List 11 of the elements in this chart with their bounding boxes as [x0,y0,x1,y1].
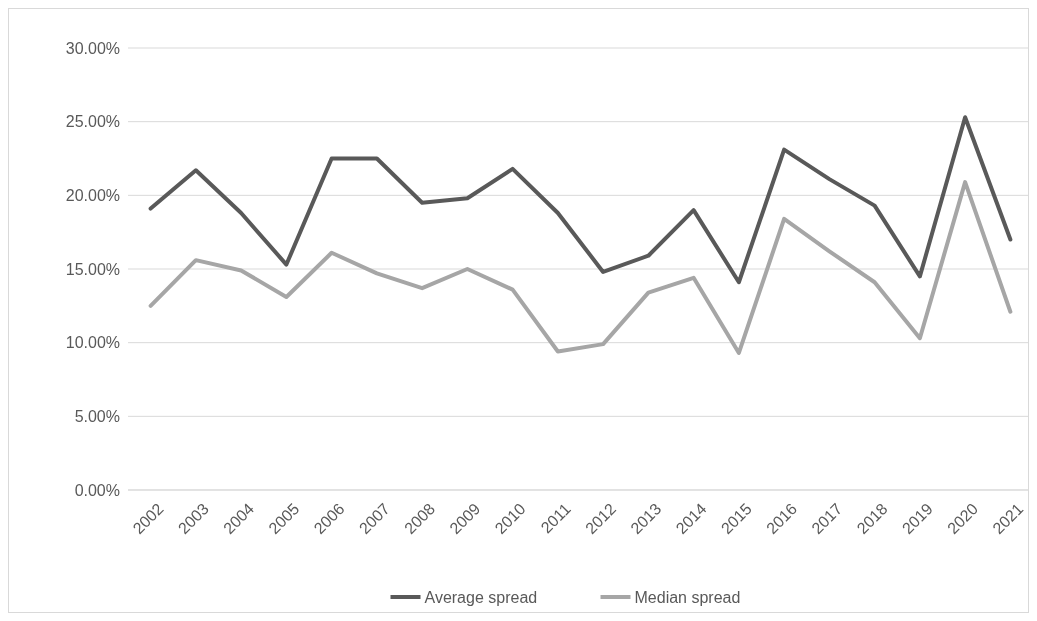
legend-label: Median spread [634,588,741,606]
y-tick-label: 0.00% [74,481,120,499]
legend-label: Average spread [424,588,538,606]
y-tick-label: 10.00% [65,334,120,352]
y-tick-label: 25.00% [65,113,120,131]
line-series [148,115,1013,285]
y-tick-label: 15.00% [65,260,120,278]
y-tick-label: 30.00% [65,39,120,57]
y-tick-label: 5.00% [74,407,120,425]
line-series [148,180,1013,355]
y-tick-label: 20.00% [65,186,120,204]
